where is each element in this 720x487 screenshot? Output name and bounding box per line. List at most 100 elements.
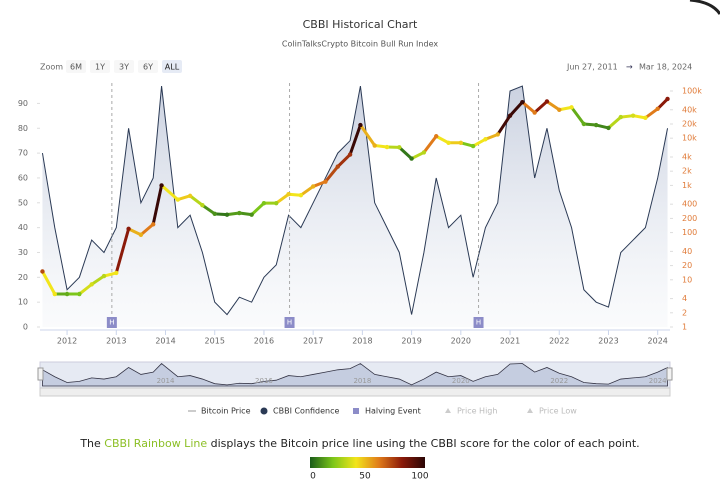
y2-tick-label: 1	[682, 323, 687, 332]
price-segment	[570, 105, 586, 126]
y-tick-label: 80	[18, 124, 28, 133]
y2-tick-label: 40k	[682, 105, 697, 114]
halving-marker[interactable]	[473, 317, 484, 328]
scrollbar[interactable]	[39, 387, 671, 397]
price-point	[434, 134, 439, 139]
navigator-tick-label: 2024	[649, 377, 667, 385]
price-segment	[483, 132, 500, 141]
legend-item[interactable]: Price High	[445, 407, 497, 416]
legend-item[interactable]: Halving Event	[353, 407, 421, 416]
price-segment	[422, 134, 438, 154]
caption-part: displays the Bitcoin price line using th…	[207, 437, 640, 450]
zoom-button[interactable]	[138, 60, 158, 73]
price-point	[593, 122, 599, 128]
zoom-button[interactable]	[66, 60, 86, 73]
corner-edge	[689, 0, 720, 15]
y2-tick-label: 400	[682, 200, 697, 209]
price-point	[159, 183, 164, 188]
halving-marker[interactable]	[284, 317, 295, 328]
zoom-button[interactable]	[90, 60, 110, 73]
x-tick-label: 2023	[598, 337, 618, 346]
legend-label: CBBI Confidence	[273, 407, 340, 416]
halving-label: H	[109, 319, 114, 327]
price-segment	[606, 115, 623, 130]
y2-tick-label: 40	[682, 247, 692, 256]
y2-tick-label: 2	[682, 308, 687, 317]
legend-symbol	[527, 408, 533, 413]
price-point	[237, 210, 242, 216]
price-point	[520, 99, 525, 105]
colorbar-label: 50	[359, 472, 371, 482]
y-tick-label: 20	[18, 273, 28, 282]
price-point	[495, 132, 500, 137]
halving-label: H	[476, 319, 481, 327]
y-tick-label: 50	[18, 198, 28, 207]
legend-label: Price Low	[539, 407, 577, 416]
price-point	[483, 137, 488, 142]
halving-marker[interactable]	[106, 317, 117, 328]
price-point	[187, 193, 193, 199]
price-segment	[397, 145, 414, 161]
y2-tick-label: 20	[682, 261, 692, 270]
legend-label: Price High	[457, 407, 497, 416]
y2-tick-label: 1k	[682, 181, 692, 190]
price-segment	[520, 100, 537, 115]
price-point	[409, 156, 414, 161]
price-segment	[643, 107, 660, 120]
colorbar	[310, 457, 425, 468]
price-point	[335, 164, 340, 169]
price-point	[286, 192, 291, 197]
price-point	[151, 222, 156, 227]
price-point	[618, 114, 623, 120]
navigator-handle[interactable]	[37, 367, 44, 381]
price-segment	[533, 99, 549, 115]
y-tick-label: 90	[18, 99, 28, 108]
price-point	[630, 113, 636, 118]
zoom-label: Zoom	[40, 63, 63, 72]
halving-label: H	[287, 319, 292, 327]
price-point	[507, 113, 513, 118]
price-segment	[151, 183, 164, 226]
price-segment	[40, 269, 57, 296]
price-point	[581, 121, 587, 127]
zoom-button-label: ALL	[165, 63, 180, 72]
x-tick-label: 2016	[254, 337, 274, 346]
legend-symbol	[260, 407, 268, 415]
price-segment	[358, 123, 377, 148]
price-point	[544, 99, 550, 104]
price-point	[372, 143, 377, 148]
price-point	[101, 273, 107, 279]
zoom-button[interactable]	[114, 60, 134, 73]
legend-label: Halving Event	[365, 407, 421, 416]
caption-part: The	[79, 437, 104, 450]
x-tick-label: 2014	[155, 337, 175, 346]
price-segment	[656, 97, 670, 111]
x-tick-label: 2021	[500, 337, 520, 346]
y-tick-label: 60	[18, 173, 28, 182]
price-segment	[77, 282, 94, 296]
navigator-area	[42, 362, 668, 387]
chart-title: CBBI Historical Chart	[303, 18, 418, 31]
price-segment	[311, 180, 327, 188]
price-point	[52, 291, 57, 297]
y-tick-label: 40	[18, 223, 28, 232]
legend-item[interactable]: Price Low	[527, 407, 577, 416]
navigator-tick-label: 2016	[255, 377, 273, 385]
price-segment	[139, 222, 155, 237]
price-point	[458, 140, 464, 145]
price-point	[470, 143, 476, 149]
price-segment	[114, 227, 131, 275]
price-segment	[250, 201, 266, 217]
legend-item[interactable]: Bitcoin Price	[188, 407, 251, 416]
navigator-handle[interactable]	[666, 367, 673, 381]
price-point	[606, 125, 611, 131]
price-segment	[188, 194, 204, 207]
zoom-button[interactable]	[162, 60, 182, 73]
chart-subtitle: ColinTalksCrypto Bitcoin Bull Run Index	[282, 40, 438, 49]
x-tick-label: 2015	[205, 337, 225, 346]
navigator-tick-label: 2020	[452, 377, 470, 385]
legend-item[interactable]: CBBI Confidence	[260, 407, 340, 416]
x-tick-label: 2022	[549, 337, 569, 346]
y2-tick-label: 100k	[682, 87, 702, 96]
